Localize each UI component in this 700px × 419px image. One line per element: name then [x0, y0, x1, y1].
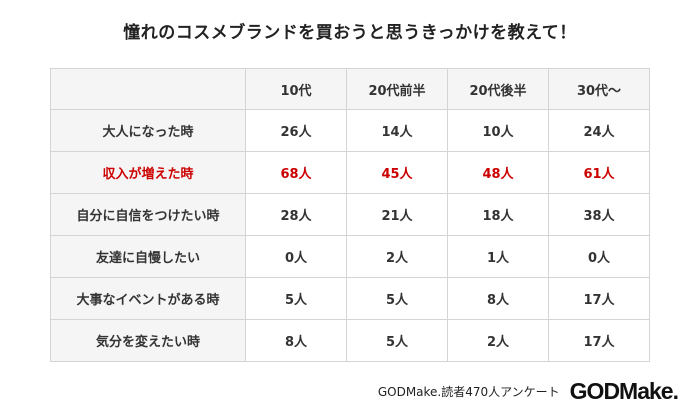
- row-label: 自分に自信をつけたい時: [50, 193, 246, 236]
- row-label: 収入が増えた時: [50, 151, 246, 194]
- header-late-20s: 20代後半: [447, 68, 549, 110]
- row-label: 友達に自慢したい: [50, 235, 246, 278]
- table-cell: 68人: [245, 151, 347, 194]
- survey-source: GODMake.読者470人アンケート: [377, 385, 560, 399]
- table-row: 大事なイベントがある時 5人 5人 8人 17人: [50, 277, 650, 320]
- survey-table: 10代 20代前半 20代後半 30代～ 大人になった時 26人 14人 10人 24人…: [50, 68, 650, 362]
- godmake-logo: GODMake.: [569, 378, 679, 404]
- table-row: 自分に自信をつけたい時 28人 21人 18人 38人: [50, 193, 650, 236]
- table-row: 友達に自慢したい 0人 2人 1人 0人: [50, 235, 650, 278]
- table-row: 気分を変えたい時 8人 5人 2人 17人: [50, 319, 650, 362]
- table-row: 大人になった時 26人 14人 10人 24人: [50, 109, 650, 152]
- row-label: 大事なイベントがある時: [50, 277, 246, 320]
- table-cell: 2人: [447, 319, 549, 362]
- table-cell: 17人: [548, 319, 650, 362]
- table-cell: 5人: [346, 319, 448, 362]
- table-cell: 26人: [245, 109, 347, 152]
- header-10s: 10代: [245, 68, 347, 110]
- header-30s-plus: 30代～: [548, 68, 650, 110]
- table-cell: 8人: [245, 319, 347, 362]
- table-row: 収入が増えた時 68人 45人 48人 61人: [50, 151, 650, 194]
- table-cell: 8人: [447, 277, 549, 320]
- table-cell: 1人: [447, 235, 549, 278]
- table-header-row: 10代 20代前半 20代後半 30代～: [50, 68, 650, 110]
- footer: GODMake.読者470人アンケート GODMake.: [377, 378, 679, 405]
- table-cell: 2人: [346, 235, 448, 278]
- table-cell: 21人: [346, 193, 448, 236]
- table-cell: 48人: [447, 151, 549, 194]
- row-label: 大人になった時: [50, 109, 246, 152]
- table-cell: 38人: [548, 193, 650, 236]
- table-cell: 28人: [245, 193, 347, 236]
- table-cell: 24人: [548, 109, 650, 152]
- table-cell: 45人: [346, 151, 448, 194]
- table-cell: 10人: [447, 109, 549, 152]
- table-cell: 14人: [346, 109, 448, 152]
- row-label: 気分を変えたい時: [50, 319, 246, 362]
- table-cell: 61人: [548, 151, 650, 194]
- table-cell: 0人: [548, 235, 650, 278]
- table-cell: 17人: [548, 277, 650, 320]
- table-cell: 0人: [245, 235, 347, 278]
- table-cell: 18人: [447, 193, 549, 236]
- page-title: 憧れのコスメブランドを買おうと思うきっかけを教えて！: [123, 23, 577, 43]
- table-cell: 5人: [245, 277, 347, 320]
- header-corner-cell: [50, 68, 246, 110]
- header-early-20s: 20代前半: [346, 68, 448, 110]
- table-cell: 5人: [346, 277, 448, 320]
